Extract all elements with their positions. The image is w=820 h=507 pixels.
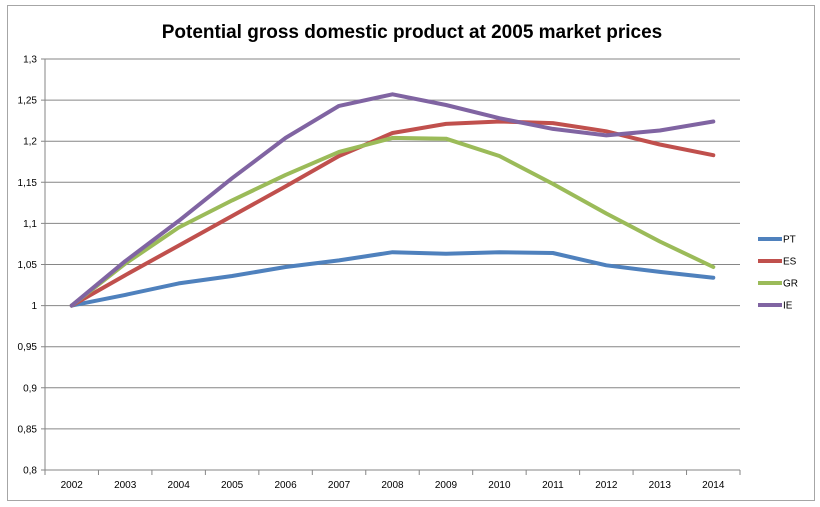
- series-line-es: [69, 119, 716, 308]
- x-tick-label: 2005: [221, 480, 244, 491]
- x-tick-label: 2010: [488, 480, 511, 491]
- x-tick-label: 2009: [435, 480, 458, 491]
- x-tick-label: 2014: [702, 480, 725, 491]
- y-tick-label: 0,95: [18, 342, 38, 353]
- chart-title: Potential gross domestic product at 2005…: [161, 22, 663, 43]
- y-tick-label: 0,85: [18, 424, 38, 435]
- x-tick-label: 2003: [114, 480, 137, 491]
- y-tick-label: 1,25: [18, 96, 38, 107]
- x-tick-label: 2007: [328, 480, 351, 491]
- y-tick-label: 1,3: [23, 55, 37, 66]
- y-tick-label: 1,05: [18, 260, 38, 271]
- y-tick-label: 1,15: [18, 178, 38, 189]
- x-tick-label: 2006: [274, 480, 297, 491]
- x-tick-label: 2002: [61, 480, 84, 491]
- y-tick-label: 1: [31, 301, 37, 312]
- y-tick-label: 0,8: [23, 466, 37, 477]
- y-tick-label: 0,9: [23, 383, 37, 394]
- legend-label-gr: GR: [783, 279, 798, 290]
- series-line-ie: [69, 92, 716, 308]
- y-tick-label: 1,2: [23, 137, 37, 148]
- x-tick-label: 2013: [649, 480, 672, 491]
- x-tick-label: 2004: [168, 480, 191, 491]
- series-line-pt: [69, 250, 716, 308]
- x-tick-label: 2012: [595, 480, 618, 491]
- x-tick-label: 2008: [381, 480, 404, 491]
- series-line-gr: [69, 135, 716, 308]
- y-tick-label: 1,1: [23, 219, 37, 230]
- legend-label-ie: IE: [783, 301, 793, 312]
- legend-label-pt: PT: [783, 235, 796, 246]
- legend-label-es: ES: [783, 257, 797, 268]
- x-tick-label: 2011: [542, 480, 564, 491]
